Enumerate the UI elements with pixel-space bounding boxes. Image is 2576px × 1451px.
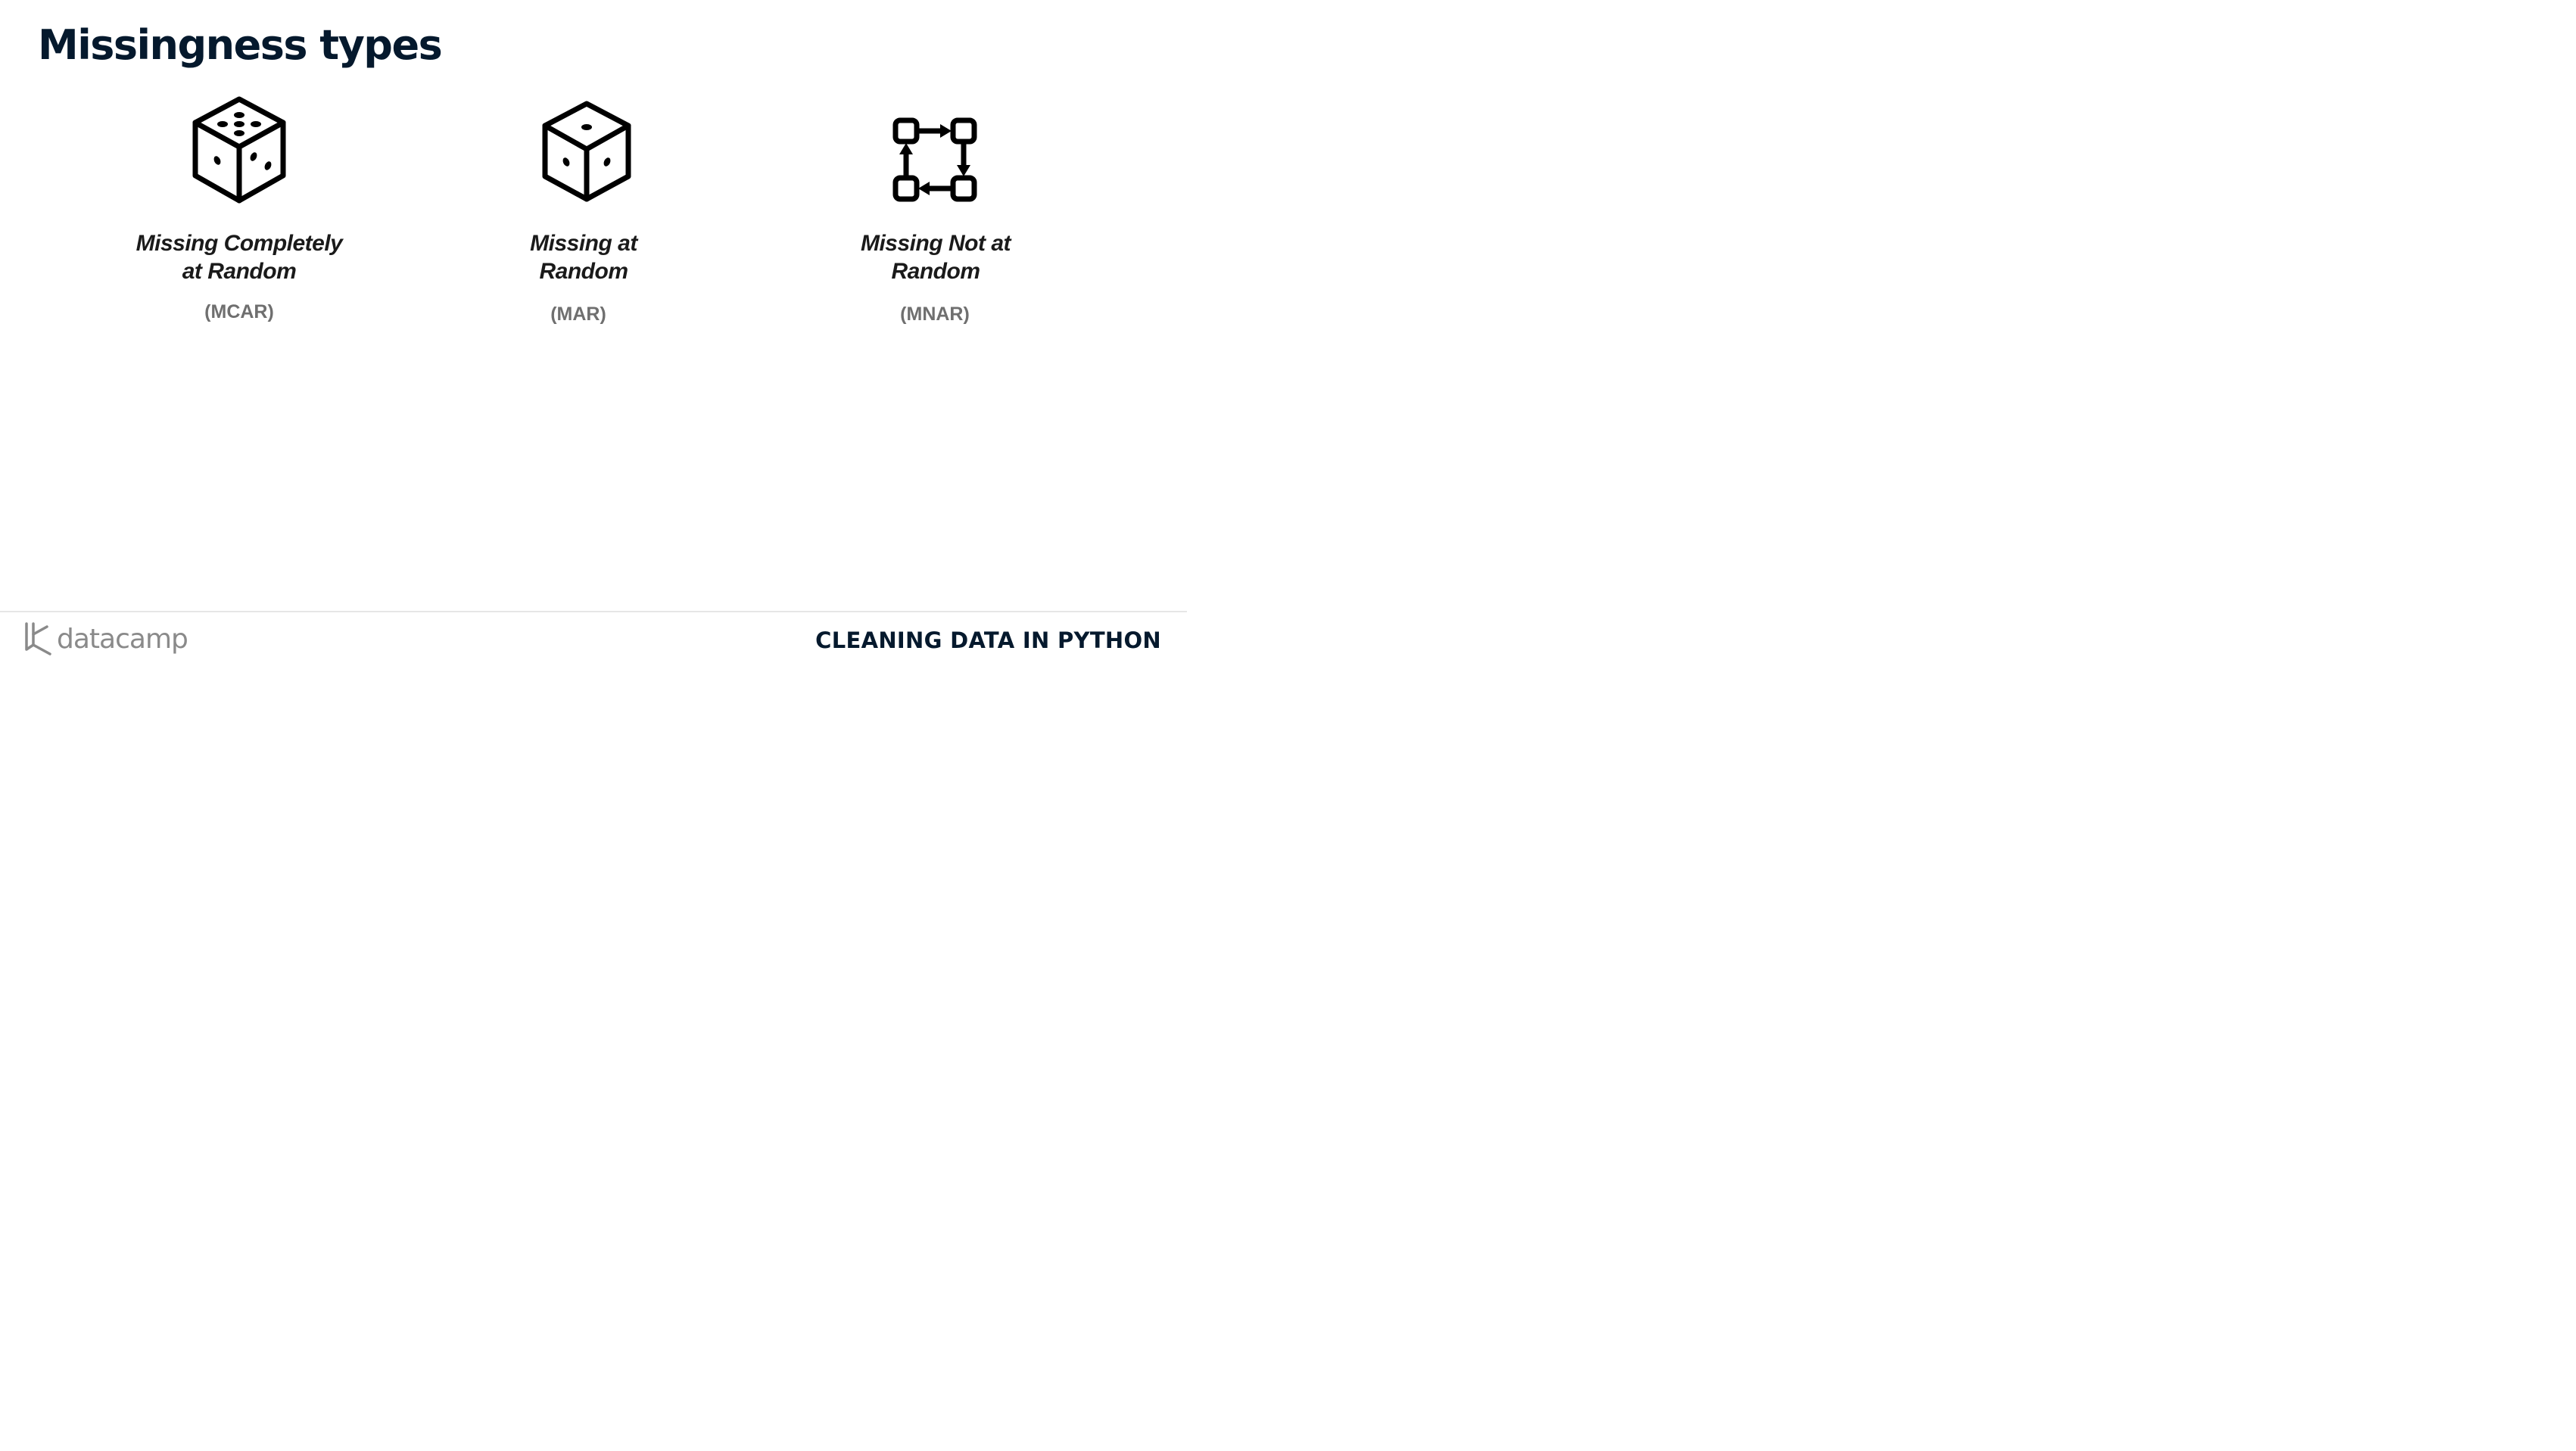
type-name-line2: at Random (182, 259, 297, 284)
footer-divider (0, 611, 1187, 612)
type-abbr-mcar: (MCAR) (204, 301, 274, 322)
dice-five-icon (192, 96, 286, 204)
type-abbr-mar: (MAR) (550, 304, 606, 325)
type-name-mnar: Missing Not at Random (815, 229, 1057, 285)
dice-three-icon (542, 101, 631, 202)
type-name-line1: Missing at (530, 231, 637, 256)
type-name-mcar: Missing Completely at Random (118, 229, 360, 285)
slide-title: Missingness types (38, 21, 443, 69)
type-name-line2: Random (891, 259, 981, 284)
cycle-flow-icon (892, 117, 977, 202)
type-name-line1: Missing Completely (135, 231, 343, 256)
type-name-mar: Missing at Random (463, 229, 705, 285)
course-title: CLEANING DATA IN PYTHON (815, 627, 1161, 653)
datacamp-logo-icon (25, 622, 51, 655)
type-name-line2: Random (539, 259, 629, 284)
type-abbr-mnar: (MNAR) (900, 304, 970, 325)
type-name-line1: Missing Not at (860, 231, 1011, 256)
brand-wordmark: datacamp (57, 624, 188, 655)
